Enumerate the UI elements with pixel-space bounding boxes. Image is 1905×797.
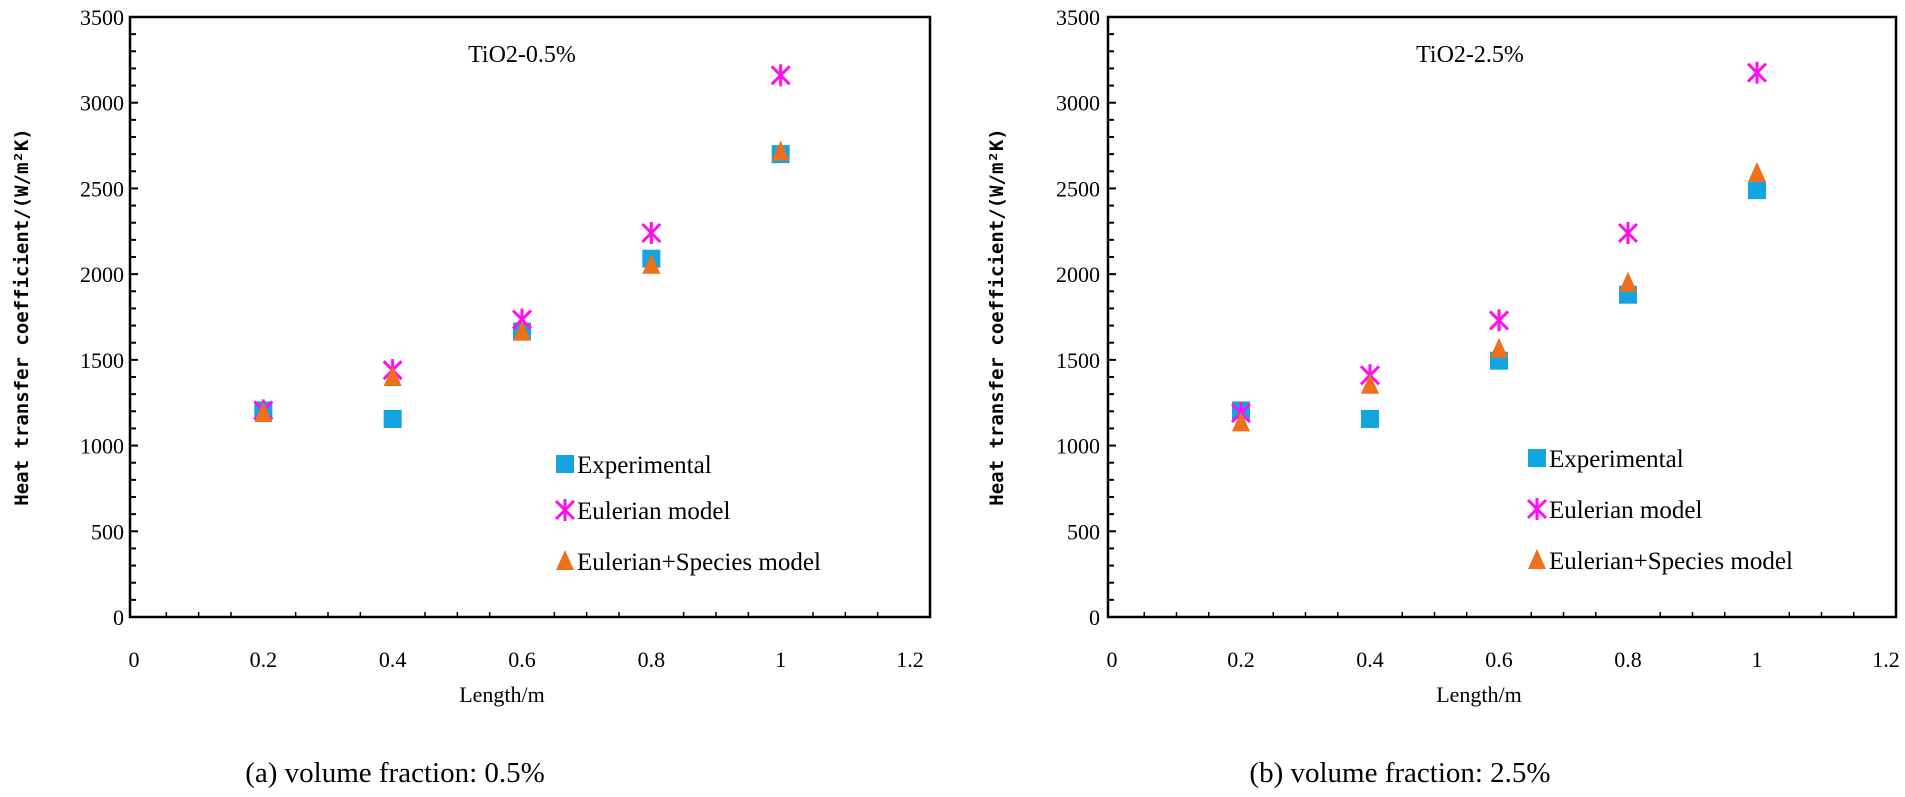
data-point-square — [1748, 181, 1766, 200]
y-tick-label: 1500 — [80, 348, 124, 373]
figure-caption: (b) volume fraction: 2.5% — [1249, 757, 1550, 789]
y-tick-label: 3500 — [80, 5, 124, 30]
x-tick-label: 1 — [775, 647, 786, 672]
x-tick-label: 0 — [1107, 647, 1118, 672]
panel-annotation: TiO2-0.5% — [468, 42, 576, 68]
data-point-triangle — [1619, 271, 1637, 292]
legend-label: Eulerian model — [577, 498, 730, 525]
data-point-triangle — [254, 402, 273, 422]
legend-label: Eulerian+Species model — [577, 549, 821, 576]
data-point-triangle — [383, 366, 402, 386]
plot-frame — [128, 15, 932, 619]
x-tick-label: 1.2 — [1872, 647, 1900, 672]
y-tick-label: 0 — [1089, 605, 1100, 630]
legend-label: Experimental — [577, 452, 712, 479]
chart-b: 0 500 1000 1500 2000 2500 3000 3500 0 0.2 0.4 0.6 0.… — [986, 5, 1900, 789]
y-tick-label: 2000 — [80, 262, 124, 287]
x-tick-label: 0.2 — [1227, 647, 1255, 672]
data-point-triangle — [1232, 411, 1250, 432]
x-tick-label: 0.6 — [1485, 647, 1513, 672]
x-tick-label: 0.4 — [379, 647, 407, 672]
data-point-star — [1746, 61, 1768, 84]
data-point-square — [383, 410, 402, 428]
y-tick-label: 3500 — [1056, 5, 1100, 30]
y-tick-label: 2000 — [1056, 262, 1100, 287]
y-tick-label: 0 — [113, 605, 124, 630]
plot-frame — [1106, 15, 1898, 619]
data-point-square — [1361, 410, 1379, 428]
y-tick-label: 1000 — [80, 434, 124, 459]
data-point-triangle — [1748, 162, 1766, 182]
y-tick-label: 1500 — [1056, 348, 1100, 373]
data-point-star — [1617, 222, 1639, 244]
x-tick-label: 0.8 — [638, 647, 666, 672]
legend-marker-star — [554, 499, 576, 521]
x-tick-label: 1 — [1752, 647, 1763, 672]
y-tick-label: 500 — [91, 519, 124, 544]
figure-caption: (a) volume fraction: 0.5% — [245, 757, 545, 789]
panel-annotation: TiO2-2.5% — [1416, 42, 1524, 68]
legend-label: Experimental — [1549, 446, 1684, 473]
x-tick-label: 0.2 — [250, 647, 278, 672]
y-axis-label: Heat transfer coefficient/(W/m²K) — [986, 128, 1008, 506]
y-tick-label: 2500 — [1056, 176, 1100, 201]
data-point-triangle — [771, 140, 790, 161]
legend-marker-square — [556, 455, 574, 473]
x-tick-label: 0.8 — [1614, 647, 1642, 672]
data-point-triangle — [1490, 337, 1508, 358]
legend-marker-triangle — [1528, 549, 1546, 569]
x-tick-label: 0.4 — [1356, 647, 1384, 672]
data-point-triangle — [642, 253, 661, 274]
x-tick-label: 1.2 — [896, 647, 924, 672]
legend-label: Eulerian+Species model — [1549, 548, 1793, 575]
data-point-star — [1488, 309, 1510, 332]
y-axis-label: Heat transfer coefficient/(W/m²K) — [11, 128, 33, 506]
data-point-triangle — [513, 320, 531, 341]
y-tick-label: 2500 — [80, 176, 124, 201]
data-point-star — [641, 222, 662, 244]
legend-marker-triangle — [556, 550, 574, 570]
x-tick-label: 0 — [129, 647, 140, 672]
legend-marker-star — [1526, 498, 1548, 520]
data-point-triangle — [1361, 373, 1379, 394]
legend-label: Eulerian model — [1549, 497, 1702, 524]
y-tick-label: 3000 — [80, 91, 124, 116]
y-tick-label: 3000 — [1056, 91, 1100, 116]
x-tick-label: 0.6 — [508, 647, 536, 672]
x-axis-label: Length/m — [459, 682, 545, 707]
chart-a: 0 500 1000 1500 2000 2500 3000 3500 0 0.2 0.4 0.6 0.… — [11, 5, 932, 789]
legend-marker-square — [1528, 449, 1546, 467]
y-tick-label: 500 — [1067, 519, 1100, 544]
y-tick-label: 1000 — [1056, 434, 1100, 459]
x-axis-label: Length/m — [1436, 682, 1522, 707]
data-point-star — [770, 64, 791, 87]
